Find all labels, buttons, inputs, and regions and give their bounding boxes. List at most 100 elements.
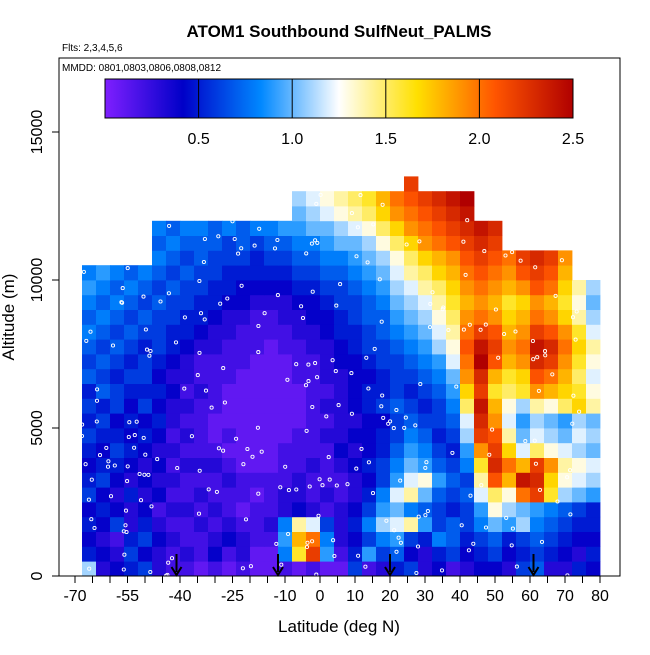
heatmap-cell [250, 280, 265, 296]
heatmap-cell [124, 413, 139, 429]
heatmap-cell [264, 368, 279, 384]
sample-point [275, 237, 280, 243]
heatmap-cell [376, 383, 391, 399]
x-tick-label: -25 [221, 588, 244, 605]
heatmap-cell [404, 531, 419, 547]
heatmap-cell [530, 309, 545, 325]
heatmap-cell [194, 442, 209, 458]
heatmap-cell [558, 487, 573, 503]
heatmap-cell [292, 368, 307, 384]
heatmap-cell [306, 413, 321, 429]
heatmap-cell [124, 339, 139, 355]
heatmap-cell [250, 546, 265, 562]
heatmap-cell [236, 472, 251, 488]
heatmap-cell [222, 457, 237, 473]
heatmap-cell [208, 487, 223, 503]
sample-point [300, 315, 306, 321]
heatmap-cell [418, 206, 433, 222]
heatmap-cell [432, 546, 447, 562]
heatmap-cell [432, 487, 447, 503]
heatmap-cell [502, 472, 517, 488]
heatmap-cell [418, 398, 433, 414]
heatmap-cell [432, 561, 447, 577]
heatmap-cell [138, 487, 153, 503]
heatmap-cell [404, 457, 419, 473]
heatmap-cell [516, 250, 531, 266]
heatmap-cell [376, 502, 391, 518]
x-tick-label: 40 [451, 588, 469, 605]
sample-point [201, 259, 206, 265]
sample-point [256, 491, 261, 496]
heatmap-cell [250, 531, 265, 547]
heatmap-cell [208, 339, 223, 355]
heatmap-cell [250, 457, 265, 473]
sample-point [108, 494, 114, 499]
heatmap-cell [152, 265, 167, 281]
heatmap-cell [460, 206, 475, 222]
sample-point [536, 388, 541, 393]
heatmap-cell [488, 546, 503, 562]
heatmap-cell [488, 250, 503, 266]
heatmap-cell [320, 220, 335, 236]
heatmap-cell [138, 516, 153, 532]
sample-point [92, 525, 97, 531]
heatmap-cell [516, 383, 531, 399]
heatmap-cell [152, 457, 167, 473]
heatmap-cell [208, 368, 223, 384]
heatmap-cell [488, 309, 503, 325]
x-tick-label: -10 [273, 588, 296, 605]
heatmap-cell [166, 265, 181, 281]
heatmap-cell [124, 294, 139, 310]
heatmap-cell [544, 516, 559, 532]
sample-point [83, 462, 88, 467]
heatmap-cell [502, 561, 517, 577]
sample-point [349, 411, 354, 416]
heatmap-cell [418, 516, 433, 532]
sample-point [94, 419, 99, 424]
heatmap-cell [82, 294, 97, 310]
heatmap-cell [362, 309, 377, 325]
heatmap-cell [572, 516, 587, 532]
heatmap-cell [474, 487, 489, 503]
heatmap-cell [362, 191, 377, 207]
sample-point [364, 355, 369, 360]
heatmap-cell [404, 220, 419, 236]
heatmap-cell [474, 324, 489, 340]
heatmap-cell [236, 220, 251, 236]
heatmap-cell [82, 442, 97, 458]
heatmap-cell [152, 280, 167, 296]
heatmap-cell [530, 354, 545, 370]
heatmap-cell [488, 487, 503, 503]
sample-point [198, 311, 204, 316]
sample-point [568, 512, 573, 517]
heatmap-cell [488, 339, 503, 355]
heatmap-cell [236, 487, 251, 503]
sample-point [225, 296, 230, 301]
heatmap-cell [222, 324, 237, 340]
heatmap-cell [96, 265, 111, 281]
sample-point [518, 258, 523, 263]
sample-point [314, 201, 319, 206]
sample-point [334, 303, 339, 308]
sample-point [121, 529, 126, 534]
heatmap-cell [460, 220, 475, 236]
heatmap-cell [96, 546, 111, 562]
heatmap-cell [572, 339, 587, 355]
heatmap-cell [390, 442, 405, 458]
heatmap-cell [474, 413, 489, 429]
heatmap-cell [502, 516, 517, 532]
sample-point [123, 523, 128, 528]
heatmap-cell [474, 457, 489, 473]
heatmap-cell [586, 413, 601, 429]
heatmap-cell [236, 516, 251, 532]
heatmap-cell [586, 294, 601, 310]
heatmap-cell [264, 428, 279, 444]
heatmap-cell [376, 206, 391, 222]
heatmap-cell [474, 516, 489, 532]
sample-point [283, 464, 288, 469]
heatmap-cell [110, 339, 125, 355]
heatmap-cell [320, 294, 335, 310]
heatmap-cell [446, 294, 461, 310]
heatmap-cell [446, 457, 461, 473]
